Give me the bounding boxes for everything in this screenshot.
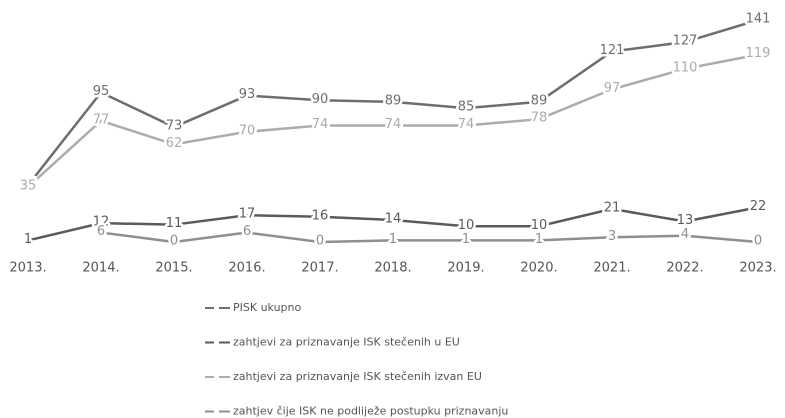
data-label: 12	[93, 215, 110, 230]
data-label: 10	[531, 218, 548, 233]
x-tick-label: 2022.	[666, 261, 703, 276]
data-label: 35	[20, 178, 37, 193]
data-label: 1	[462, 232, 470, 247]
data-label: 95	[93, 84, 110, 99]
data-label: 0	[316, 234, 324, 249]
data-label: 13	[677, 213, 694, 228]
data-label: 0	[170, 234, 178, 249]
data-label: 74	[385, 117, 402, 132]
data-label: 77	[93, 112, 110, 127]
data-label: 6	[243, 224, 251, 239]
series-line	[27, 53, 759, 188]
legend-label: zahtjevi za priznavanje ISK stečenih u E…	[233, 336, 460, 349]
legend-label: zahtjevi za priznavanje ISK stečenih izv…	[233, 370, 482, 383]
x-tick-label: 2017.	[301, 261, 338, 276]
data-label: 70	[239, 123, 256, 138]
x-tick-label: 2021.	[593, 261, 630, 276]
data-label: 110	[673, 60, 698, 75]
legend-label: PISK ukupno	[233, 301, 301, 314]
series-line	[27, 206, 759, 242]
data-label: 121	[600, 43, 625, 58]
data-label: 73	[166, 119, 183, 134]
data-label: 11	[166, 216, 183, 231]
data-label: 127	[673, 34, 698, 49]
x-tick-label: 2014.	[82, 261, 119, 276]
data-label: 10	[458, 218, 475, 233]
x-tick-label: 2013.	[9, 261, 46, 276]
series-line	[100, 231, 759, 244]
data-label: 89	[531, 93, 548, 108]
data-label: 93	[239, 87, 256, 102]
data-label: 74	[312, 117, 329, 132]
x-tick-label: 2018.	[374, 261, 411, 276]
data-label: 14	[385, 211, 402, 226]
data-label: 85	[458, 100, 475, 115]
data-label: 17	[239, 207, 256, 222]
x-tick-label: 2020.	[520, 261, 557, 276]
data-label: 16	[312, 208, 329, 223]
data-label: 90	[312, 92, 329, 107]
data-label: 3	[608, 229, 616, 244]
x-tick-label: 2023.	[739, 261, 776, 276]
series-line	[27, 18, 759, 187]
data-label: 119	[746, 46, 771, 61]
data-label: 22	[750, 199, 767, 214]
data-label: 1	[389, 232, 397, 247]
x-tick-label: 2019.	[447, 261, 484, 276]
data-label: 21	[604, 200, 621, 215]
data-label: 141	[746, 12, 771, 27]
data-label: 89	[385, 93, 402, 108]
x-tick-label: 2016.	[228, 261, 265, 276]
data-label: 36	[20, 177, 37, 192]
data-label: 97	[604, 81, 621, 96]
data-label: 78	[531, 111, 548, 126]
x-tick-label: 2015.	[155, 261, 192, 276]
data-label: 4	[681, 227, 689, 242]
data-label: 1	[535, 232, 543, 247]
data-label: 0	[754, 234, 762, 249]
data-label: 6	[97, 224, 105, 239]
data-label: 62	[166, 136, 183, 151]
data-label: 74	[458, 117, 475, 132]
legend-label: zahtjev čije ISK ne podliježe postupku p…	[233, 405, 508, 418]
data-label: 1	[24, 232, 32, 247]
